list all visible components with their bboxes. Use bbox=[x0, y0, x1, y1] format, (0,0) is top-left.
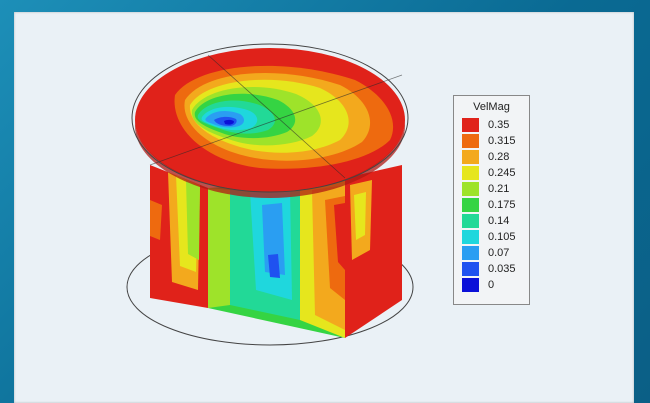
top-disc-contour bbox=[135, 48, 405, 198]
legend-label: 0.07 bbox=[488, 247, 510, 259]
legend-entry: 0.175 bbox=[462, 198, 524, 212]
legend-title: VelMag bbox=[473, 101, 510, 113]
legend-label: 0.175 bbox=[488, 199, 516, 211]
legend-entry: 0.105 bbox=[462, 230, 524, 244]
legend-label: 0.315 bbox=[488, 135, 516, 147]
legend-swatch bbox=[462, 166, 479, 180]
legend-swatch bbox=[462, 262, 479, 276]
legend-swatch bbox=[462, 150, 479, 164]
legend-entry: 0.14 bbox=[462, 214, 524, 228]
legend-entry: 0.35 bbox=[462, 118, 524, 132]
legend-entry: 0.315 bbox=[462, 134, 524, 148]
legend-label: 0.35 bbox=[488, 119, 510, 131]
legend-entry: 0.07 bbox=[462, 246, 524, 260]
legend-entry: 0.21 bbox=[462, 182, 524, 196]
legend-label: 0.035 bbox=[488, 263, 516, 275]
legend-swatch bbox=[462, 230, 479, 244]
cylinder-top-outline bbox=[131, 43, 409, 193]
left-slice-contour bbox=[150, 165, 208, 308]
legend-swatch bbox=[462, 182, 479, 196]
legend-entry: 0.28 bbox=[462, 150, 524, 164]
right-slice-contour bbox=[345, 165, 402, 338]
legend-label: 0.28 bbox=[488, 151, 510, 163]
legend-label: 0.105 bbox=[488, 231, 516, 243]
legend-label: 0.14 bbox=[488, 215, 510, 227]
legend-label: 0.21 bbox=[488, 183, 510, 195]
legend-swatch bbox=[462, 118, 479, 132]
legend-swatch bbox=[462, 198, 479, 212]
legend-entry: 0.245 bbox=[462, 166, 524, 180]
legend-swatch bbox=[462, 214, 479, 228]
legend-swatch bbox=[462, 246, 479, 260]
legend-swatch bbox=[462, 278, 479, 292]
legend-entry: 0 bbox=[462, 278, 524, 292]
legend-label: 0.245 bbox=[488, 167, 516, 179]
legend-entry: 0.035 bbox=[462, 262, 524, 276]
center-slice-contour bbox=[208, 178, 345, 338]
legend-label: 0 bbox=[488, 279, 495, 291]
legend-swatch bbox=[462, 134, 479, 148]
color-legend: VelMag 0.35 0.315 0.28 0.245 0.21 0.175 0.14 0.… bbox=[453, 95, 530, 305]
